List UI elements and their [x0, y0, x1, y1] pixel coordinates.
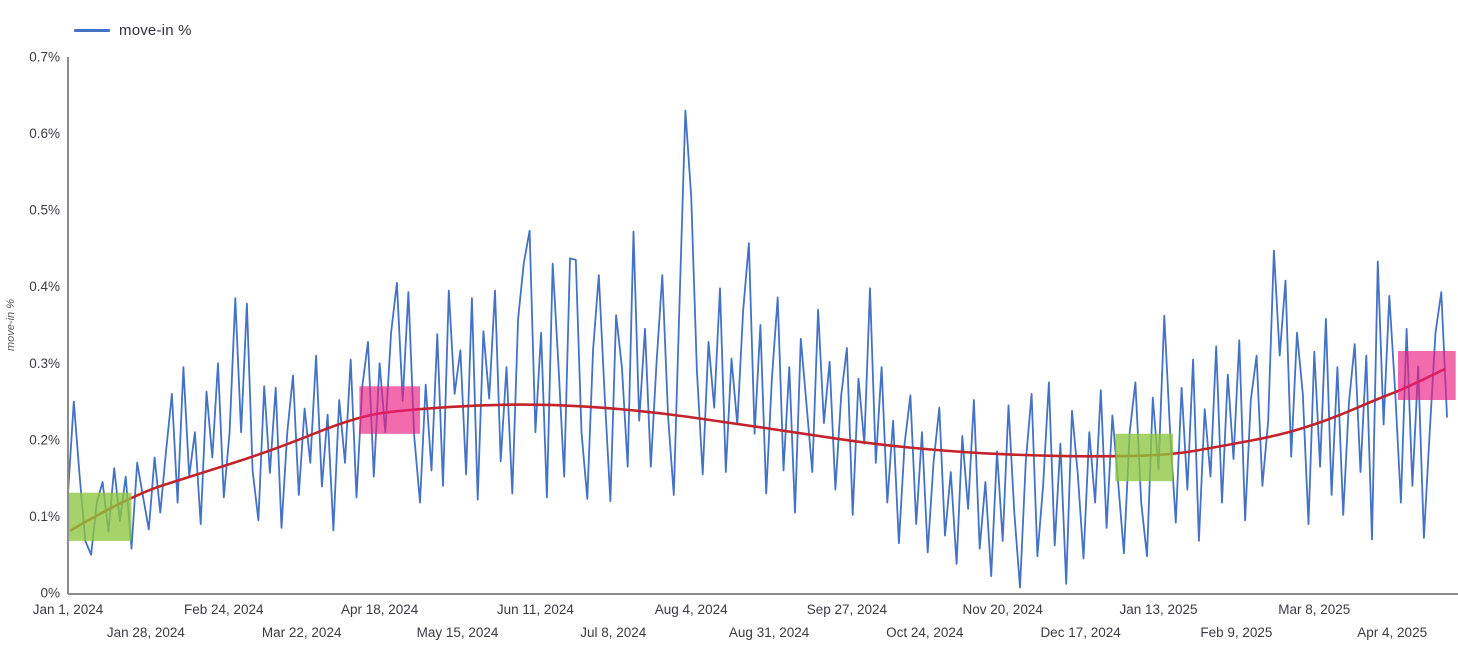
x-tick-label: Aug 31, 2024: [729, 625, 810, 640]
y-tick-label: 0.2%: [29, 432, 60, 447]
trend-line: [69, 368, 1446, 532]
x-tick-label: Jan 28, 2024: [107, 625, 186, 640]
x-tick-label: Jul 8, 2024: [580, 625, 647, 640]
highlight-jan-2024: [68, 492, 132, 541]
x-tick-label: May 15, 2024: [417, 625, 499, 640]
x-tick-label: Aug 4, 2024: [655, 602, 728, 617]
x-tick-label: Jan 1, 2024: [33, 602, 104, 617]
legend-label: move-in %: [119, 22, 192, 39]
highlight-apr-2024: [359, 386, 420, 434]
x-tick-label: Feb 9, 2025: [1200, 625, 1272, 640]
x-tick-label: Mar 22, 2024: [262, 625, 342, 640]
highlight-jan-2025: [1115, 433, 1173, 482]
x-tick-label: Sep 27, 2024: [807, 602, 888, 617]
y-tick-label: 0.6%: [29, 126, 60, 141]
y-tick-label: 0.7%: [29, 50, 60, 65]
y-tick-label: 0.3%: [29, 356, 60, 371]
x-tick-label: Nov 20, 2024: [963, 602, 1044, 617]
x-tick-label: Jan 13, 2025: [1119, 602, 1197, 617]
x-tick-label: Apr 18, 2024: [341, 602, 419, 617]
y-tick-label: 0%: [40, 586, 60, 601]
x-tick-label: Dec 17, 2024: [1040, 625, 1121, 640]
y-tick-label: 0.4%: [29, 279, 60, 294]
legend-line-swatch: [74, 29, 110, 32]
highlight-apr-2025: [1398, 351, 1456, 400]
legend-item-move-in[interactable]: move-in %: [74, 22, 192, 39]
x-tick-label: Jun 11, 2024: [497, 602, 575, 617]
y-tick-label: 0.5%: [29, 203, 60, 218]
x-tick-label: Apr 4, 2025: [1357, 625, 1427, 640]
move-in-series-line: [67, 109, 1448, 589]
x-tick-label: Feb 24, 2024: [184, 602, 264, 617]
x-tick-label: Mar 8, 2025: [1278, 602, 1350, 617]
y-axis-title: move-in %: [5, 299, 17, 351]
x-tick-label: Oct 24, 2024: [886, 625, 964, 640]
y-tick-label: 0.1%: [29, 509, 60, 524]
